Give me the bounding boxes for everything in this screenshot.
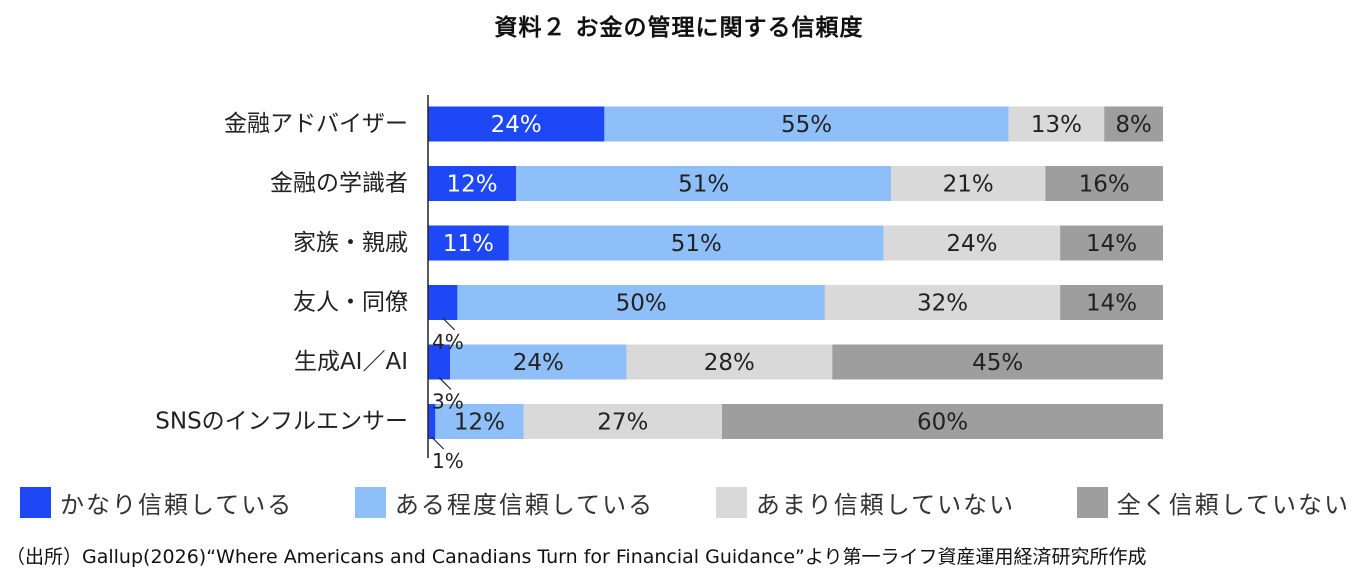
data-label: 11% — [443, 231, 494, 257]
legend-swatch — [1076, 486, 1108, 518]
bar-segment — [457, 285, 825, 320]
legend-swatch — [715, 486, 747, 518]
bar-segment — [1060, 285, 1163, 320]
category-label: SNSのインフルエンサー — [155, 409, 408, 435]
chart-title: 資料２ お金の管理に関する信頼度 — [494, 15, 864, 41]
data-label: 24% — [513, 350, 564, 376]
bar-segment — [832, 344, 1163, 380]
bar-segment — [626, 344, 833, 380]
leader-line — [431, 436, 445, 450]
bar-segment — [1060, 225, 1163, 261]
legend-label: ある程度信頼している — [394, 490, 655, 519]
legend-swatch — [20, 486, 51, 518]
bar-segment — [428, 404, 436, 439]
data-label: 60% — [917, 410, 968, 436]
category-label: 金融アドバイザー — [224, 111, 408, 137]
bar-segment — [891, 166, 1046, 201]
bar-segment — [428, 225, 509, 261]
source-note: （出所）Gallup(2026)“Where Americans and Can… — [6, 546, 1147, 568]
data-label: 4% — [432, 330, 464, 354]
bar-segment — [450, 344, 627, 380]
data-label: 8% — [1115, 112, 1152, 138]
bar-segment — [428, 106, 605, 142]
legend-item: あまり信頼していない — [715, 485, 1016, 520]
data-label: 45% — [972, 350, 1023, 376]
legend: かなり信頼している ある程度信頼している あまり信頼していない 全く信頼していない — [20, 485, 1350, 519]
legend-item: 全く信頼していない — [1076, 485, 1350, 520]
data-label: 50% — [616, 291, 667, 317]
leader-line — [438, 377, 452, 390]
bar-segment — [1008, 106, 1105, 142]
bar-segment — [1045, 166, 1163, 201]
bar-segment — [435, 404, 524, 439]
bar-segment — [508, 225, 884, 261]
data-label: 24% — [946, 231, 997, 257]
data-label: 28% — [704, 350, 755, 376]
data-label: 3% — [432, 390, 464, 414]
legend-item: ある程度信頼している — [354, 485, 655, 520]
bar-segment — [523, 404, 722, 439]
data-label: 12% — [454, 410, 505, 436]
data-label: 14% — [1086, 291, 1137, 317]
bar-segment — [883, 225, 1061, 261]
data-label: 1% — [432, 449, 464, 473]
data-label: 12% — [447, 172, 498, 198]
bar-segment — [428, 285, 458, 320]
data-label: 32% — [917, 291, 968, 317]
data-label: 13% — [1031, 112, 1082, 138]
legend-item: かなり信頼している — [20, 485, 293, 520]
labels-layer: 金融アドバイザー 24% 55% 13% 8% 金融の学識者 12% 51% 21% 16% 家族・… — [155, 111, 1152, 473]
category-label: 友人・同僚 — [293, 290, 408, 316]
data-label: 55% — [781, 112, 832, 138]
leader-line — [442, 317, 456, 331]
bar-segment — [722, 404, 1163, 439]
data-label: 27% — [597, 410, 648, 436]
data-label: 16% — [1079, 172, 1130, 198]
bar-segment — [428, 344, 451, 380]
data-label: 24% — [491, 112, 542, 138]
legend-label: 全く信頼していない — [1116, 490, 1350, 519]
category-label: 生成AI／AI — [294, 349, 408, 375]
legend-label: あまり信頼していない — [755, 490, 1016, 519]
category-label: 家族・親戚 — [293, 230, 408, 256]
legend-label: かなり信頼している — [60, 490, 294, 519]
category-label: 金融の学識者 — [270, 171, 408, 197]
data-label: 51% — [671, 231, 722, 257]
legend-swatch — [354, 486, 386, 518]
data-label: 51% — [678, 172, 729, 198]
bars-layer — [428, 106, 1163, 439]
data-label: 21% — [943, 172, 994, 198]
bar-segment — [516, 166, 892, 201]
bar-segment — [1104, 106, 1163, 142]
stacked-bar-chart: 金融アドバイザー 24% 55% 13% 8% 金融の学識者 12% 51% 21% 16% 家族・… — [155, 95, 1163, 473]
bar-segment — [824, 285, 1061, 320]
bar-segment — [604, 106, 1009, 142]
data-label: 14% — [1086, 231, 1137, 257]
bar-segment — [428, 166, 517, 201]
